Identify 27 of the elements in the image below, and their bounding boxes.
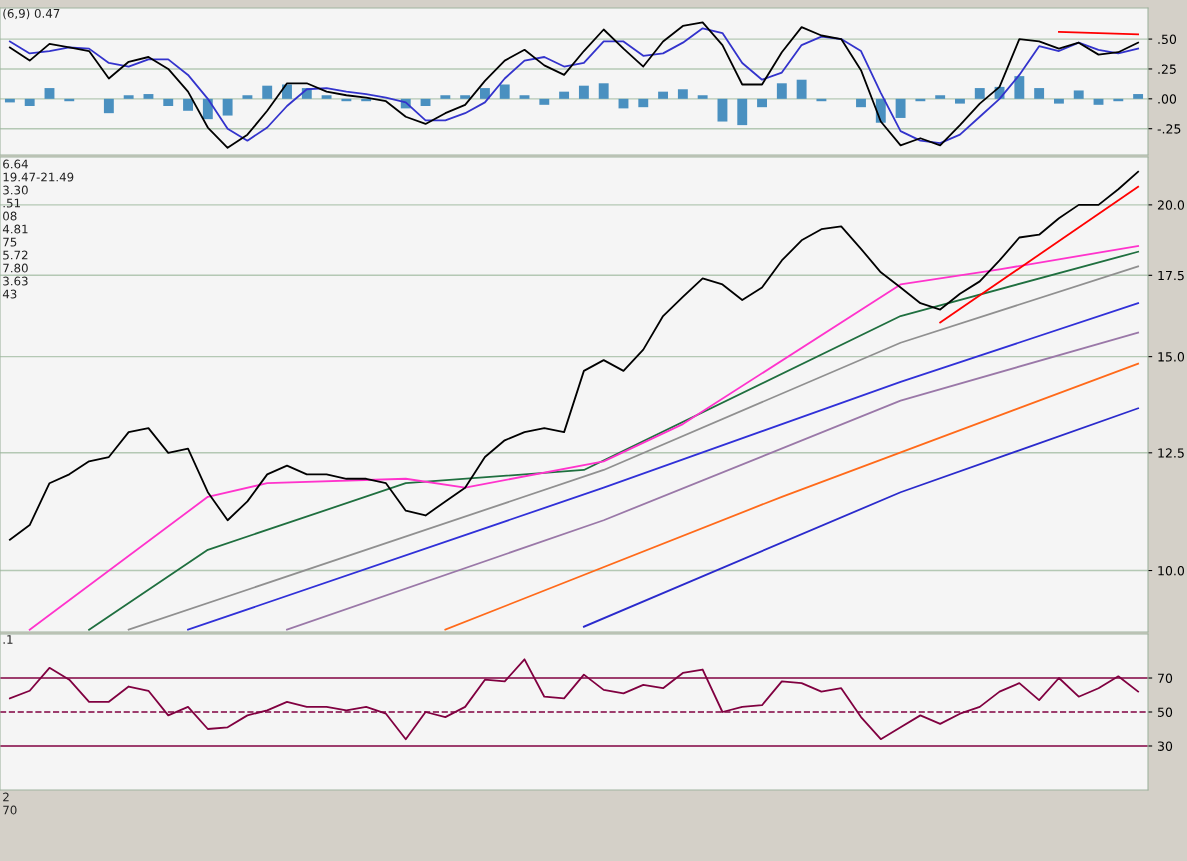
annotation: 7.80 xyxy=(3,263,28,273)
y-tick-label: 50 xyxy=(1157,707,1173,717)
y-tick-label: 15.0 xyxy=(1158,352,1185,362)
annotation: .1 xyxy=(3,635,13,644)
annotation: .51 xyxy=(3,198,20,208)
y-tick-label: 17.5 xyxy=(1158,270,1184,281)
text: 70 xyxy=(3,805,17,815)
y-tick-label: 10.0 xyxy=(1158,566,1185,576)
annotation: 4.81 xyxy=(2,224,28,234)
text: 2 xyxy=(3,792,9,802)
y-tick-label: .00 xyxy=(1158,94,1177,104)
annotation: 19.47-21.49 xyxy=(3,172,74,182)
y-tick-label: 70 xyxy=(1158,673,1173,683)
y-tick-label: .25 xyxy=(1158,64,1176,74)
annotation: 6.64 xyxy=(3,159,28,169)
y-tick-label: -.25 xyxy=(1157,124,1181,134)
annotation: 43 xyxy=(2,289,17,299)
y-tick-label: 20.0 xyxy=(1157,200,1185,210)
annotation: 08 xyxy=(3,211,17,221)
annotation: 75 xyxy=(3,237,17,247)
y-tick-label: 12.5 xyxy=(1158,448,1184,458)
annotation: 5.72 xyxy=(3,250,28,260)
annotation: 3.30 xyxy=(3,185,28,195)
annotation: (6,9) 0.47 xyxy=(3,8,60,20)
y-tick-label: 30 xyxy=(1157,741,1173,751)
y-tick-label: .50 xyxy=(1158,34,1177,44)
annotation: 3.63 xyxy=(3,276,28,286)
